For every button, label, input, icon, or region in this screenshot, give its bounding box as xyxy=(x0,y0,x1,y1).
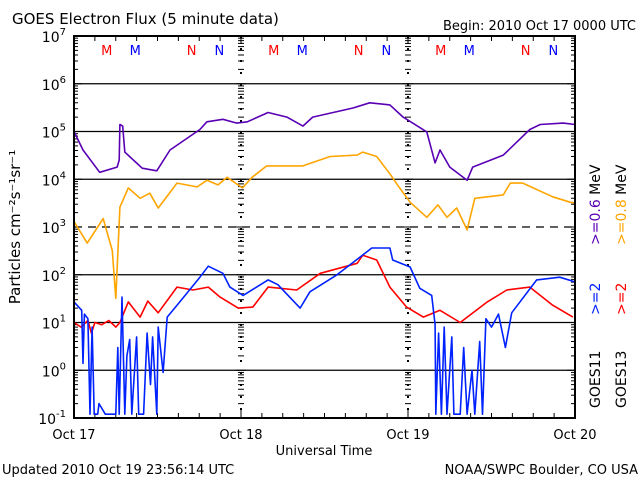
y-tick-base: 10 xyxy=(42,364,60,380)
x-tick-label: Oct 20 xyxy=(553,428,596,443)
event-marker-n: N xyxy=(215,44,225,59)
legend-unit: MeV xyxy=(614,164,630,199)
x-tick-label: Oct 18 xyxy=(219,428,262,443)
grid-lines xyxy=(74,36,575,418)
y-tick-label: 103 xyxy=(42,218,66,237)
series-line-goes11-2-mev xyxy=(73,247,576,415)
y-tick-base: 10 xyxy=(42,173,60,189)
series-line-goes13-2-mev xyxy=(73,254,574,334)
legend-satellite-goes11: GOES11 xyxy=(588,351,604,408)
y-tick-base: 10 xyxy=(42,126,60,142)
series-line-goes13-0-8-mev xyxy=(73,151,576,300)
legend-entry: >=2 xyxy=(588,283,604,315)
event-marker-n: N xyxy=(382,44,392,59)
event-marker-m: M xyxy=(435,44,446,59)
event-marker-n: N xyxy=(187,44,197,59)
y-tick-base: 10 xyxy=(42,317,60,333)
event-marker-m: M xyxy=(101,44,112,59)
y-tick-label: 107 xyxy=(42,27,66,46)
y-tick-base: 10 xyxy=(42,30,60,46)
legend-threshold: >=0.6 xyxy=(588,199,604,245)
y-tick-label: 100 xyxy=(42,361,66,380)
y-tick-label: 102 xyxy=(42,266,66,285)
y-tick-base: 10 xyxy=(42,78,60,94)
legend: GOES11 >=2 >=0.6 MeV GOES13 >=2 >=0.8 MeV xyxy=(588,164,630,408)
y-tick-exponent: 7 xyxy=(60,27,66,38)
event-marker-n: N xyxy=(549,44,559,59)
legend-threshold: >=0.8 xyxy=(614,199,630,245)
x-tick-label: Oct 19 xyxy=(386,428,429,443)
y-tick-base: 10 xyxy=(42,269,60,285)
y-tick-exponent: 1 xyxy=(60,314,66,325)
y-tick-exponent: 0 xyxy=(60,361,66,372)
y-tick-base: 10 xyxy=(42,221,60,237)
data-source: NOAA/SWPC Boulder, CO USA xyxy=(445,463,638,478)
event-marker-n: N xyxy=(521,44,531,59)
plot-frame xyxy=(73,35,576,419)
y-tick-exponent: 4 xyxy=(60,170,66,181)
y-tick-exponent: 2 xyxy=(60,266,66,277)
y-tick-exponent: 5 xyxy=(60,123,66,134)
plot-series xyxy=(73,102,576,415)
event-marker-m: M xyxy=(464,44,475,59)
legend-entry: >=2 xyxy=(614,283,630,315)
y-tick-label: 104 xyxy=(42,170,66,189)
event-marker-m: M xyxy=(297,44,308,59)
legend-satellite-goes13: GOES13 xyxy=(614,351,630,408)
event-marker-n: N xyxy=(354,44,364,59)
legend-unit: MeV xyxy=(588,164,604,199)
x-tick-label: Oct 17 xyxy=(52,428,95,443)
x-tick-labels: Oct 17 Oct 18 Oct 19 Oct 20 xyxy=(52,428,596,443)
legend-entry: >=0.8 MeV xyxy=(614,164,630,245)
updated-time: Updated 2010 Oct 19 23:56:14 UTC xyxy=(2,463,234,478)
y-axis-label: Particles cm⁻²s⁻¹sr⁻¹ xyxy=(6,150,24,304)
event-marker-m: M xyxy=(268,44,279,59)
y-tick-label: 10-1 xyxy=(38,409,66,428)
y-tick-exponent: 6 xyxy=(60,75,66,86)
y-tick-label: 105 xyxy=(42,123,66,142)
y-tick-label: 101 xyxy=(42,314,66,333)
event-marker-m: M xyxy=(130,44,141,59)
x-axis-label: Universal Time xyxy=(276,444,373,459)
chart-title: GOES Electron Flux (5 minute data) xyxy=(12,10,279,28)
legend-entry: >=0.6 MeV xyxy=(588,164,604,245)
begin-time: Begin: 2010 Oct 17 0000 UTC xyxy=(443,19,636,34)
y-tick-base: 10 xyxy=(38,412,56,428)
y-tick-exponent: 3 xyxy=(60,218,66,229)
y-tick-label: 106 xyxy=(42,75,66,94)
series-line-goes11-0-6-mev xyxy=(73,102,576,182)
y-tick-exponent: -1 xyxy=(56,409,66,420)
